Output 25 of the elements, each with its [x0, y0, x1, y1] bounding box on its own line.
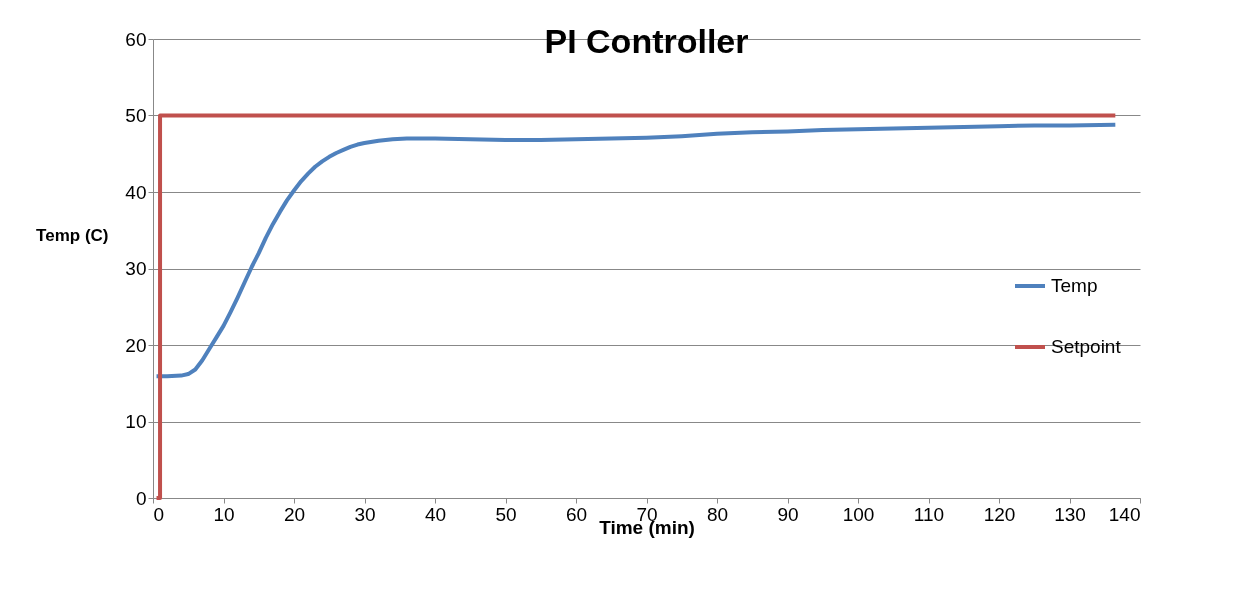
- x-tick-label: 10: [213, 503, 235, 525]
- x-tick-label: 130: [1054, 503, 1086, 525]
- x-tick-label: 90: [777, 503, 799, 525]
- x-tick-label: 40: [424, 503, 447, 525]
- y-tick-label: 10: [125, 411, 147, 432]
- x-tick-label: 110: [913, 503, 945, 525]
- x-tick-label: 20: [283, 503, 306, 525]
- x-tick-label: 140: [1108, 503, 1141, 525]
- y-tick-label: 30: [125, 258, 147, 279]
- legend-label: Temp: [1051, 275, 1098, 296]
- chart-title: PI Controller: [544, 22, 749, 60]
- y-tick-label: 0: [135, 487, 147, 509]
- x-tick-label: 50: [495, 503, 517, 525]
- x-tick-label: 80: [706, 503, 729, 525]
- legend-label: Setpoint: [1051, 336, 1122, 357]
- x-tick-label: 0: [153, 503, 165, 525]
- x-tick-label: 30: [354, 503, 376, 525]
- y-tick-label: 40: [125, 181, 147, 203]
- y-tick-label: 50: [125, 105, 147, 126]
- x-tick-label: 120: [983, 503, 1016, 525]
- y-tick-label: 20: [125, 334, 147, 356]
- x-tick-label: 100: [842, 503, 875, 525]
- y-axis-title: Temp (C): [36, 225, 109, 245]
- y-tick-label: 60: [125, 28, 147, 50]
- x-tick-label: 60: [565, 503, 588, 525]
